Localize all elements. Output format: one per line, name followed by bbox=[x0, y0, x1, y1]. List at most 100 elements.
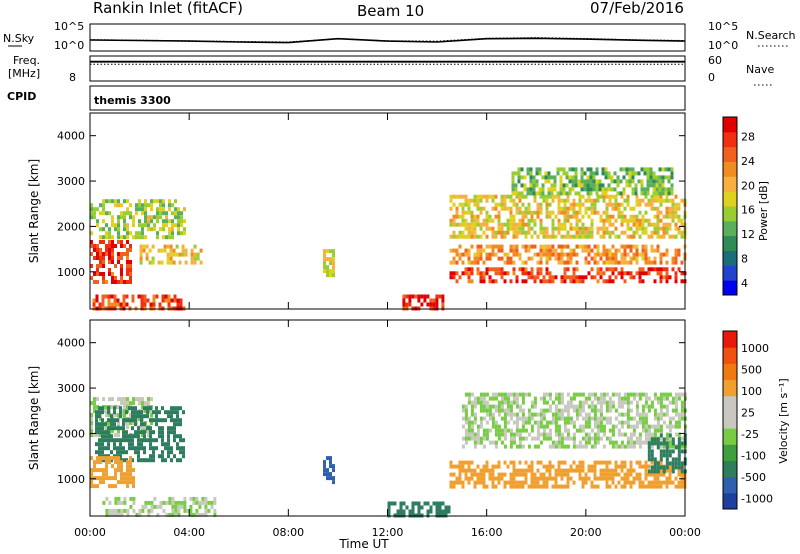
echo-cell bbox=[180, 231, 183, 236]
velocity-colorbar-title: Velocity [m s⁻¹] bbox=[777, 378, 790, 463]
echo-cell bbox=[494, 408, 498, 413]
echo-cell bbox=[668, 400, 672, 405]
echo-cell bbox=[96, 468, 99, 473]
echo-cell bbox=[102, 199, 105, 204]
echo-cell bbox=[575, 392, 579, 397]
echo-cell bbox=[665, 396, 669, 401]
echo-cell bbox=[464, 226, 468, 231]
echo-cell bbox=[464, 408, 468, 413]
echo-cell bbox=[126, 256, 129, 260]
echo-cell bbox=[671, 465, 675, 470]
echo-cell bbox=[563, 408, 567, 413]
echo-cell bbox=[629, 275, 633, 280]
echo-cell bbox=[485, 464, 489, 469]
echo-cell bbox=[488, 428, 492, 433]
echo-cell bbox=[596, 248, 600, 253]
echo-cell bbox=[581, 202, 585, 207]
echo-cell bbox=[470, 260, 474, 265]
echo-cell bbox=[653, 279, 657, 284]
echo-cell bbox=[173, 410, 176, 415]
echo-cell bbox=[435, 294, 439, 299]
echo-cell bbox=[553, 179, 557, 184]
echo-cell bbox=[107, 406, 110, 411]
echo-cell bbox=[632, 275, 636, 280]
echo-cell bbox=[578, 202, 582, 207]
echo-cell bbox=[605, 194, 609, 199]
echo-cell bbox=[596, 408, 600, 413]
echo-cell bbox=[545, 230, 549, 235]
echo-cell bbox=[554, 416, 558, 421]
echo-cell bbox=[566, 428, 570, 433]
echo-cell bbox=[93, 211, 96, 216]
echo-cell bbox=[596, 484, 600, 489]
echo-cell bbox=[623, 252, 627, 257]
echo-cell bbox=[139, 252, 143, 257]
echo-cell bbox=[213, 500, 217, 505]
echo-cell bbox=[476, 256, 480, 261]
echo-cell bbox=[170, 458, 173, 463]
echo-cell bbox=[110, 422, 113, 427]
echo-cell bbox=[553, 187, 557, 192]
echo-cell bbox=[485, 436, 489, 441]
echo-cell bbox=[113, 446, 116, 451]
echo-cell bbox=[150, 227, 153, 232]
echo-cell bbox=[653, 230, 657, 235]
echo-cell bbox=[656, 461, 660, 466]
echo-cell bbox=[589, 171, 593, 176]
echo-cell bbox=[476, 244, 480, 249]
echo-cell bbox=[168, 227, 171, 232]
echo-cell bbox=[102, 227, 105, 232]
echo-cell bbox=[169, 256, 173, 261]
echo-cell bbox=[210, 500, 214, 505]
echo-cell bbox=[662, 214, 666, 219]
echo-cell bbox=[144, 219, 147, 224]
echo-cell bbox=[204, 500, 208, 505]
echo-cell bbox=[566, 444, 570, 449]
echo-cell bbox=[509, 416, 513, 421]
echo-cell bbox=[146, 458, 149, 463]
echo-cell bbox=[578, 412, 582, 417]
echo-cell bbox=[599, 271, 603, 276]
echo-cell bbox=[515, 416, 519, 421]
echo-cell bbox=[461, 260, 465, 265]
echo-cell bbox=[616, 191, 620, 196]
echo-cell bbox=[641, 244, 645, 249]
echo-cell bbox=[521, 416, 525, 421]
echo-cell bbox=[560, 460, 564, 465]
echo-cell bbox=[575, 210, 579, 215]
echo-cell bbox=[120, 252, 123, 256]
echo-cell bbox=[640, 187, 644, 192]
echo-cell bbox=[174, 223, 177, 228]
echo-cell bbox=[644, 202, 648, 207]
echo-cell bbox=[152, 418, 155, 423]
echo-cell bbox=[102, 203, 105, 208]
echo-cell bbox=[617, 432, 621, 437]
echo-cell bbox=[614, 194, 618, 199]
echo-cell bbox=[517, 191, 521, 196]
echo-cell bbox=[530, 428, 534, 433]
echo-cell bbox=[458, 275, 462, 280]
echo-cell bbox=[108, 500, 112, 505]
echo-cell bbox=[173, 298, 177, 303]
echo-cell bbox=[467, 464, 471, 469]
echo-cell bbox=[572, 248, 576, 253]
echo-cell bbox=[470, 226, 474, 231]
echo-cell bbox=[680, 465, 684, 470]
echo-cell bbox=[167, 454, 170, 459]
echo-cell bbox=[93, 256, 96, 260]
echo-cell bbox=[659, 480, 663, 485]
echo-cell bbox=[461, 206, 465, 211]
echo-cell bbox=[530, 460, 534, 465]
echo-cell bbox=[671, 210, 675, 215]
echo-cell bbox=[171, 512, 175, 517]
echo-cell bbox=[497, 267, 501, 272]
echo-cell bbox=[608, 260, 612, 265]
echo-cell bbox=[98, 442, 101, 447]
echo-cell bbox=[396, 509, 400, 514]
echo-cell bbox=[515, 420, 519, 425]
echo-cell bbox=[560, 408, 564, 413]
echo-cell bbox=[548, 404, 552, 409]
echo-cell bbox=[644, 416, 648, 421]
echo-cell bbox=[659, 210, 663, 215]
